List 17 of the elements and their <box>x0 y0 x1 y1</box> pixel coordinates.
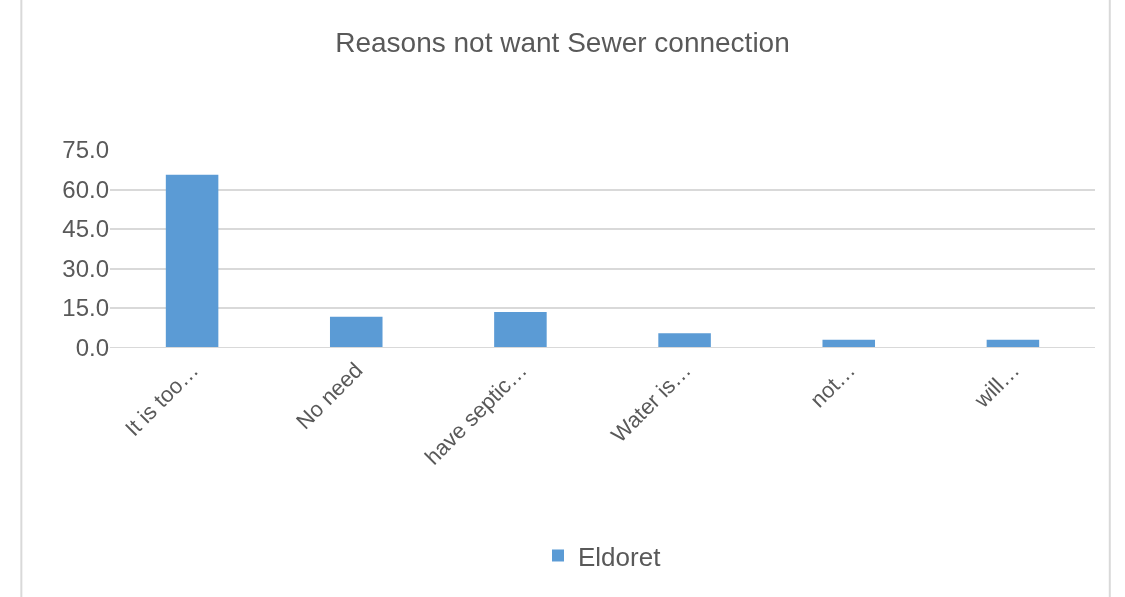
bar <box>822 339 876 348</box>
bar <box>494 311 547 348</box>
y-tick-label: 75.0 <box>62 136 109 164</box>
y-tick-label: 30.0 <box>62 254 109 282</box>
bar <box>329 316 383 348</box>
chart-title: Reasons not want Sewer connection <box>335 26 790 58</box>
bar <box>165 174 219 348</box>
x-tick-label: will… <box>968 357 1025 414</box>
y-tick-label: 60.0 <box>62 175 109 203</box>
y-tick-label: 15.0 <box>62 294 109 322</box>
legend-label: Eldoret <box>578 541 662 572</box>
bar <box>658 333 711 348</box>
x-tick-label: not… <box>805 357 861 413</box>
x-tick-label: It is too… <box>120 357 204 441</box>
y-tick-label: 45.0 <box>62 215 109 243</box>
y-tick-label: 0.0 <box>75 333 109 361</box>
bar <box>986 339 1040 348</box>
